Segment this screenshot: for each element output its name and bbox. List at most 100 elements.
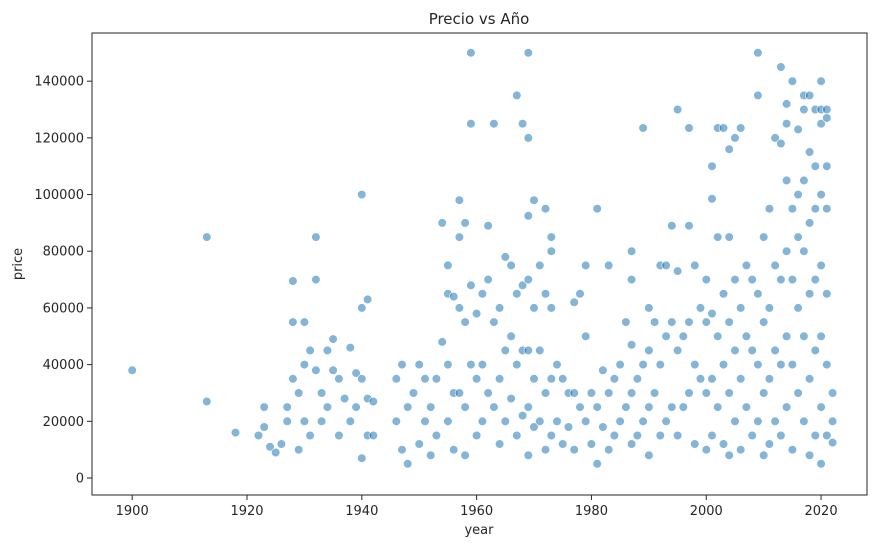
data-point (523, 211, 533, 221)
data-point (615, 360, 625, 370)
data-point (770, 133, 780, 143)
x-axis-label: year (464, 523, 494, 538)
data-point (535, 260, 545, 271)
data-point (736, 303, 746, 313)
data-point (328, 334, 338, 344)
data-point (529, 374, 539, 384)
data-point (569, 445, 579, 455)
data-point (810, 161, 820, 171)
x-tick-label: 2000 (690, 504, 723, 519)
data-point (713, 402, 723, 412)
data-point (736, 445, 746, 455)
data-point (747, 275, 757, 285)
data-point (707, 309, 717, 319)
data-point (799, 246, 809, 256)
data-point (529, 422, 539, 432)
data-point (586, 439, 597, 449)
data-point (202, 396, 212, 407)
data-point (822, 430, 832, 441)
data-point (644, 402, 654, 412)
data-point (322, 345, 333, 356)
data-point (592, 204, 602, 214)
x-tick-label: 2020 (805, 504, 838, 519)
data-point (506, 331, 516, 341)
data-point (701, 445, 711, 455)
data-point (414, 360, 424, 370)
data-point (495, 303, 505, 313)
data-point (793, 388, 803, 398)
data-point (799, 104, 809, 115)
data-point (730, 345, 740, 356)
data-point (466, 280, 476, 290)
data-point (713, 232, 723, 242)
data-point (288, 374, 298, 384)
data-point (770, 345, 780, 356)
y-tick-label: 0 (76, 471, 84, 486)
data-point (776, 62, 786, 72)
data-point (764, 204, 775, 214)
data-point (736, 374, 746, 384)
data-point (626, 439, 637, 449)
data-point (529, 195, 539, 205)
data-point (483, 275, 493, 285)
data-point (495, 439, 505, 449)
data-point (512, 90, 522, 100)
data-point (581, 416, 591, 426)
data-point (311, 232, 321, 242)
data-point (259, 422, 269, 432)
data-point (472, 309, 482, 319)
data-point (793, 124, 803, 134)
data-point (678, 402, 688, 412)
data-point (724, 317, 734, 327)
data-point (701, 275, 711, 285)
x-tick-label: 1960 (460, 504, 493, 519)
data-point (793, 303, 803, 313)
data-point (678, 331, 688, 341)
data-points (127, 48, 838, 469)
data-point (759, 450, 769, 460)
data-point (598, 365, 608, 375)
data-point (334, 430, 344, 441)
data-point (460, 218, 470, 228)
data-point (558, 374, 568, 384)
data-point (506, 260, 516, 271)
data-point (253, 430, 264, 441)
data-point (569, 388, 579, 398)
data-point (512, 430, 522, 441)
data-point (552, 416, 562, 426)
data-point (827, 388, 838, 398)
data-point (615, 416, 625, 426)
data-point (707, 374, 717, 384)
y-tick-label: 100000 (34, 188, 84, 203)
data-point (517, 119, 528, 129)
data-point (535, 416, 545, 426)
data-point (443, 360, 453, 370)
data-point (672, 430, 683, 441)
data-point (684, 221, 694, 231)
data-point (426, 450, 436, 460)
data-point (517, 411, 528, 421)
data-point (351, 402, 361, 412)
data-point (822, 204, 832, 214)
data-point (827, 438, 838, 448)
data-point (282, 402, 292, 412)
data-point (776, 360, 786, 370)
data-point (368, 396, 378, 407)
data-point (477, 416, 488, 426)
data-point (414, 439, 424, 449)
data-point (483, 221, 493, 231)
data-point (609, 430, 620, 441)
data-point (638, 123, 648, 133)
data-point (305, 345, 315, 356)
data-point (810, 275, 820, 285)
plot-frame (91, 32, 868, 496)
data-point (317, 416, 327, 426)
data-point (718, 123, 729, 133)
data-point (701, 388, 711, 398)
data-point (787, 445, 798, 455)
data-point (621, 402, 631, 412)
y-tick-label: 40000 (43, 358, 84, 373)
data-point (506, 394, 516, 404)
data-point (489, 119, 499, 129)
data-point (661, 260, 671, 271)
